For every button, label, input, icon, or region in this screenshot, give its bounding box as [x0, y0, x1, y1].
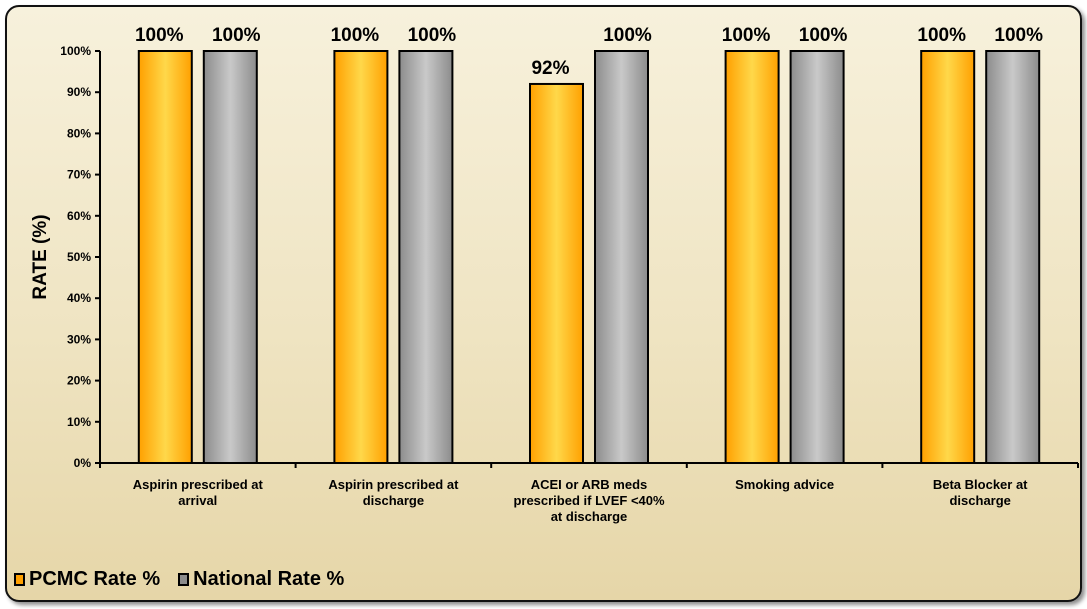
legend-label-pcmc: PCMC Rate %	[29, 568, 161, 590]
y-axis: 0% 10% 20% 30% 40% 50% 60% 70% 80% 90% 100%	[60, 44, 101, 470]
legend-item-pcmc: PCMC Rate %	[14, 568, 160, 591]
legend-swatch-national	[178, 573, 190, 586]
data-label-pcmc: 100%	[917, 25, 966, 46]
x-category-label: Smoking advice	[735, 477, 834, 492]
x-axis: Aspirin prescribed at arrival Aspirin pres…	[99, 462, 1079, 524]
data-label-pcmc: 100%	[135, 25, 184, 46]
y-tick-label: 50%	[67, 250, 91, 264]
data-labels: 100% 100% 92% 100% 100% 100% 100% 100% 100% 100%	[135, 25, 1043, 79]
bar-pcmc	[920, 50, 976, 464]
bar-pcmc	[137, 50, 193, 464]
bar-national	[398, 50, 454, 464]
data-label-national: 100%	[799, 25, 848, 46]
data-label-pcmc: 100%	[722, 25, 771, 46]
legend: PCMC Rate % National Rate %	[14, 568, 344, 591]
bar-national	[594, 50, 649, 464]
x-category-label: Aspirin prescribed at arrival	[133, 477, 264, 508]
y-tick-label: 90%	[67, 85, 91, 99]
y-tick-label: 20%	[67, 374, 91, 388]
legend-label-national: National Rate %	[193, 568, 345, 590]
bar-pcmc	[529, 82, 584, 465]
y-tick-label: 80%	[67, 126, 91, 140]
y-tick-label: 100%	[60, 44, 91, 58]
y-tick-label: 70%	[67, 168, 91, 182]
y-tick-label: 30%	[67, 332, 91, 346]
bar-national	[985, 50, 1041, 464]
data-label-national: 100%	[212, 25, 261, 46]
legend-swatch-pcmc	[14, 573, 25, 586]
data-label-national: 100%	[603, 25, 652, 46]
y-tick-label: 60%	[67, 209, 91, 223]
data-label-pcmc: 92%	[531, 58, 569, 79]
x-category-label: Aspirin prescribed at discharge	[328, 477, 459, 508]
y-tick-label: 0%	[74, 456, 92, 470]
data-label-national: 100%	[408, 25, 457, 46]
y-tick-label: 10%	[67, 415, 91, 429]
y-axis-title: RATE (%)	[30, 214, 51, 299]
bar-national	[202, 50, 258, 464]
bar-national	[789, 50, 845, 464]
y-tick-label: 40%	[67, 291, 91, 305]
data-label-pcmc: 100%	[331, 25, 380, 46]
bars	[137, 50, 1041, 465]
x-category-label: ACEI or ARB meds prescribed if LVEF <40% a…	[513, 477, 665, 524]
bar-pcmc	[724, 50, 780, 464]
bar-pcmc	[333, 50, 389, 464]
legend-item-national: National Rate %	[178, 568, 344, 591]
x-category-label: Beta Blocker at discharge	[933, 477, 1028, 508]
data-label-national: 100%	[994, 25, 1043, 46]
